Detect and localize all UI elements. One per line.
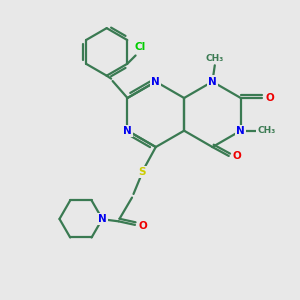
Text: Cl: Cl bbox=[134, 42, 146, 52]
Text: O: O bbox=[266, 93, 274, 103]
Text: N: N bbox=[152, 76, 160, 87]
Text: N: N bbox=[98, 214, 107, 224]
Text: N: N bbox=[123, 126, 132, 136]
Text: O: O bbox=[233, 151, 242, 161]
Text: N: N bbox=[236, 126, 245, 136]
Text: CH₃: CH₃ bbox=[206, 54, 224, 63]
Text: CH₃: CH₃ bbox=[257, 126, 276, 135]
Text: O: O bbox=[139, 221, 147, 231]
Text: N: N bbox=[208, 76, 217, 87]
Text: S: S bbox=[139, 167, 146, 177]
